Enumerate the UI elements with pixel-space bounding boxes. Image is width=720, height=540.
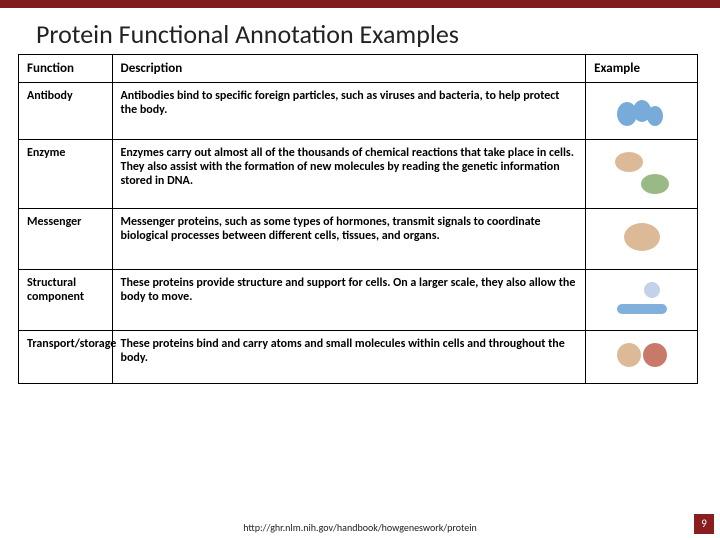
annotation-table: Function Description Example Antibody An…: [18, 54, 698, 384]
messenger-icon: [607, 215, 677, 263]
antibody-icon: [607, 89, 677, 133]
table-row: Antibody Antibodies bind to specific for…: [19, 83, 698, 140]
cell-description: Messenger proteins, such as some types o…: [112, 209, 586, 270]
accent-bar: [0, 0, 720, 8]
cell-function: Antibody: [19, 83, 113, 140]
col-example: Example: [586, 55, 698, 83]
cell-example: [586, 140, 698, 209]
cell-example: [586, 209, 698, 270]
table-row: Structural component These proteins prov…: [19, 270, 698, 331]
cell-function: Transport/storage: [19, 331, 113, 384]
cell-description: These proteins bind and carry atoms and …: [112, 331, 586, 384]
cell-example: [586, 83, 698, 140]
cell-function: Enzyme: [19, 140, 113, 209]
transport-icon: [607, 337, 677, 377]
table-row: Messenger Messenger proteins, such as so…: [19, 209, 698, 270]
cell-example: [586, 331, 698, 384]
cell-description: Enzymes carry out almost all of the thou…: [112, 140, 586, 209]
enzyme-icon: [607, 146, 677, 202]
col-description: Description: [112, 55, 586, 83]
cell-example: [586, 270, 698, 331]
cell-function: Structural component: [19, 270, 113, 331]
table-row: Transport/storage These proteins bind an…: [19, 331, 698, 384]
table-row: Enzyme Enzymes carry out almost all of t…: [19, 140, 698, 209]
page-number: 9: [694, 514, 714, 534]
cell-description: These proteins provide structure and sup…: [112, 270, 586, 331]
col-function: Function: [19, 55, 113, 83]
cell-function: Messenger: [19, 209, 113, 270]
slide-title: Protein Functional Annotation Examples: [0, 8, 720, 54]
cell-description: Antibodies bind to specific foreign part…: [112, 83, 586, 140]
table-header-row: Function Description Example: [19, 55, 698, 83]
footer-url: http://ghr.nlm.nih.gov/handbook/howgenes…: [0, 521, 720, 534]
structural-icon: [607, 276, 677, 324]
